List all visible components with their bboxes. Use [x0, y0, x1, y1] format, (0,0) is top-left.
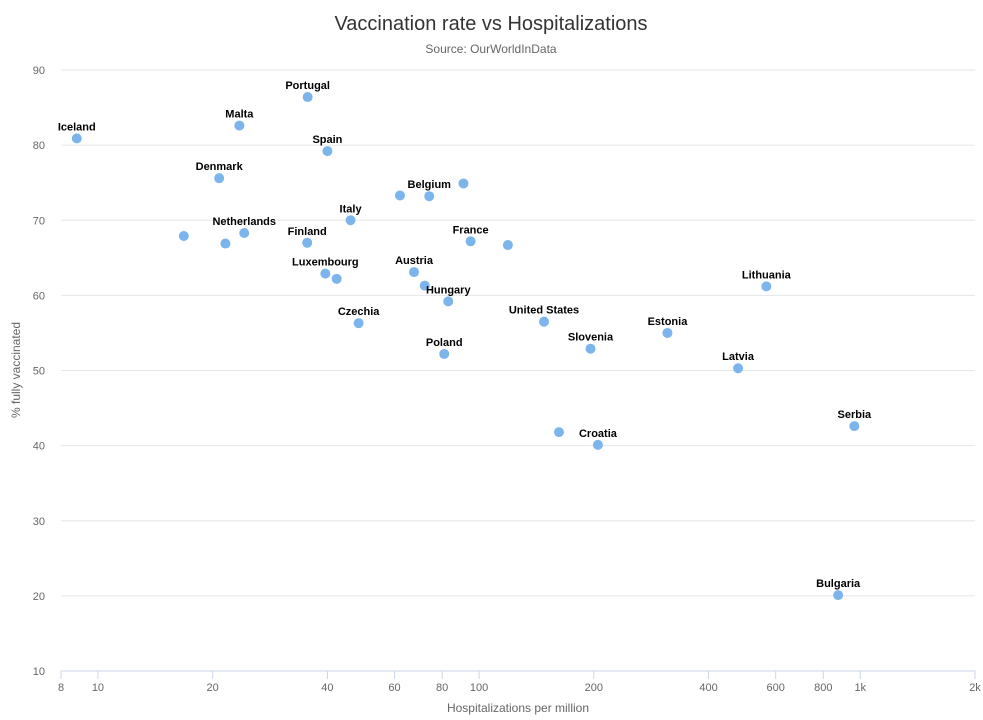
point-label: Belgium [408, 179, 452, 191]
data-points [71, 92, 860, 601]
scatter-point[interactable] [220, 238, 231, 249]
x-axis-title: Hospitalizations per million [447, 701, 589, 715]
scatter-point[interactable] [439, 348, 450, 359]
grid [61, 69, 975, 597]
scatter-point[interactable] [302, 237, 313, 248]
scatter-point[interactable] [234, 120, 245, 131]
scatter-point[interactable] [458, 178, 469, 189]
scatter-point[interactable] [502, 240, 513, 251]
point-label: Poland [426, 337, 463, 349]
x-tick-label: 200 [585, 682, 603, 694]
x-tick-label: 2k [969, 682, 981, 694]
scatter-point[interactable] [345, 215, 356, 226]
y-tick-label: 80 [33, 140, 45, 152]
scatter-point[interactable] [419, 280, 430, 291]
point-label: Luxembourg [292, 257, 359, 269]
x-tick-label: 8 [58, 682, 64, 694]
scatter-point[interactable] [178, 231, 189, 242]
point-label: United States [509, 305, 579, 317]
scatter-point[interactable] [302, 92, 313, 103]
scatter-point[interactable] [849, 421, 860, 432]
scatter-point[interactable] [322, 146, 333, 157]
point-label: Denmark [196, 161, 244, 173]
axes: 10 20 30 40 50 60 70 80 90 8 10 20 40 60 80 100 200 400 60… [33, 65, 982, 694]
y-tick-label: 10 [33, 666, 45, 678]
y-tick-label: 70 [33, 215, 45, 227]
scatter-point[interactable] [538, 316, 549, 327]
point-label: Austria [395, 255, 434, 267]
point-label: France [453, 224, 489, 236]
point-label: Italy [340, 203, 363, 215]
point-label: Finland [288, 226, 327, 238]
data-labels: Iceland Portugal Malta Spain Denmark Belgium I… [58, 80, 872, 590]
point-label: Latvia [722, 351, 755, 363]
scatter-point[interactable] [71, 133, 82, 144]
x-tick-label: 1k [854, 682, 866, 694]
y-tick-label: 30 [33, 516, 45, 528]
scatter-point[interactable] [331, 273, 342, 284]
point-label: Portugal [285, 80, 330, 92]
scatter-point[interactable] [353, 318, 364, 329]
x-tick-label: 100 [470, 682, 488, 694]
x-tick-label: 80 [436, 682, 448, 694]
scatter-point[interactable] [409, 267, 420, 278]
scatter-point[interactable] [553, 427, 564, 438]
scatter-point[interactable] [239, 228, 250, 239]
scatter-point[interactable] [662, 327, 673, 338]
y-tick-label: 60 [33, 290, 45, 302]
point-label: Iceland [58, 121, 96, 133]
scatter-point[interactable] [585, 343, 596, 354]
point-label: Netherlands [212, 216, 276, 228]
point-label: Spain [312, 134, 342, 146]
scatter-point[interactable] [592, 439, 603, 450]
scatter-point[interactable] [761, 281, 772, 292]
y-tick-label: 90 [33, 65, 45, 77]
scatter-point[interactable] [465, 236, 476, 247]
y-tick-label: 20 [33, 591, 45, 603]
point-label: Hungary [426, 284, 472, 296]
point-label: Czechia [338, 306, 380, 318]
scatter-point[interactable] [833, 590, 844, 601]
scatter-point[interactable] [424, 191, 435, 202]
y-tick-label: 40 [33, 441, 45, 453]
x-tick-label: 60 [388, 682, 400, 694]
point-label: Slovenia [568, 332, 614, 344]
point-label: Estonia [648, 316, 689, 328]
chart-title: Vaccination rate vs Hospitalizations [334, 13, 647, 35]
x-tick-label: 40 [321, 682, 333, 694]
chart-subtitle: Source: OurWorldInData [425, 42, 556, 56]
x-tick-label: 600 [767, 682, 785, 694]
x-tick-label: 20 [207, 682, 219, 694]
y-axis-title: % fully vaccinated [9, 322, 23, 418]
y-tick-label: 50 [33, 366, 45, 378]
point-label: Serbia [838, 409, 873, 421]
x-tick-label: 800 [814, 682, 832, 694]
point-label: Croatia [579, 428, 618, 440]
scatter-point[interactable] [733, 363, 744, 374]
x-tick-label: 400 [699, 682, 717, 694]
x-tick-label: 10 [92, 682, 104, 694]
scatter-point[interactable] [394, 190, 405, 201]
scatter-point[interactable] [443, 296, 454, 307]
point-label: Malta [225, 109, 254, 121]
scatter-point[interactable] [214, 173, 225, 184]
point-label: Bulgaria [816, 578, 861, 590]
scatter-point[interactable] [320, 268, 331, 279]
point-label: Lithuania [742, 269, 792, 281]
